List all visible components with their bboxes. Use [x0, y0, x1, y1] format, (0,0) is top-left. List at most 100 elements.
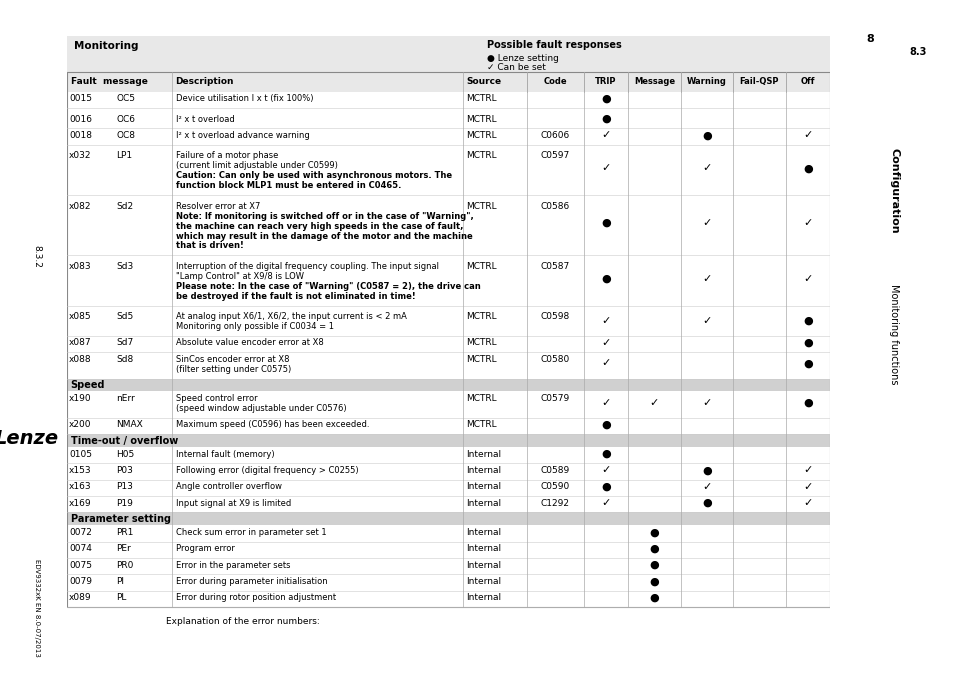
Text: Internal: Internal: [466, 482, 501, 491]
Text: x200: x200: [69, 421, 91, 429]
Bar: [67, 259, 829, 306]
Text: C0579: C0579: [540, 394, 569, 403]
Text: C0597: C0597: [540, 151, 569, 161]
Text: Failure of a motor phase: Failure of a motor phase: [175, 151, 277, 161]
Text: ✓: ✓: [600, 316, 610, 326]
Text: ✓: ✓: [600, 358, 610, 369]
Text: C1292: C1292: [540, 499, 569, 508]
Text: ✓: ✓: [701, 274, 711, 284]
Text: ●: ●: [701, 130, 711, 140]
Text: Fault  message: Fault message: [71, 78, 148, 86]
Text: 0074: 0074: [69, 544, 91, 554]
Bar: [67, 558, 829, 574]
Text: x085: x085: [69, 313, 91, 321]
Text: MCTRL: MCTRL: [466, 338, 497, 348]
Text: Device utilisation I x t (fix 100%): Device utilisation I x t (fix 100%): [175, 95, 313, 103]
Text: ●: ●: [649, 527, 659, 537]
Text: Following error (digital frequency > C0255): Following error (digital frequency > C02…: [175, 466, 357, 475]
Bar: [67, 310, 829, 336]
Text: Input signal at X9 is limited: Input signal at X9 is limited: [175, 499, 291, 508]
Text: MCTRL: MCTRL: [466, 262, 497, 271]
Text: 0079: 0079: [69, 577, 92, 586]
Text: Resolver error at X7: Resolver error at X7: [175, 202, 259, 211]
Text: ●: ●: [600, 218, 610, 227]
Text: 8.3.2: 8.3.2: [32, 245, 41, 268]
Text: ✓: ✓: [600, 398, 610, 408]
Bar: [67, 480, 829, 496]
Text: P03: P03: [116, 466, 133, 475]
Text: SinCos encoder error at X8: SinCos encoder error at X8: [175, 355, 289, 364]
Text: P13: P13: [116, 482, 133, 491]
Text: x032: x032: [69, 151, 91, 161]
Text: PI: PI: [116, 577, 124, 586]
Text: (current limit adjustable under C0599): (current limit adjustable under C0599): [175, 161, 337, 170]
Text: Speed: Speed: [71, 380, 105, 390]
Text: x087: x087: [69, 338, 91, 348]
Text: OC6: OC6: [116, 115, 135, 124]
Text: Possible fault responses: Possible fault responses: [486, 40, 620, 51]
Text: EDV9332xK EN 8.0-07/2013: EDV9332xK EN 8.0-07/2013: [33, 559, 40, 656]
Text: Parameter setting: Parameter setting: [71, 514, 171, 524]
Bar: [67, 574, 829, 591]
Text: x089: x089: [69, 593, 91, 602]
Text: Lenze: Lenze: [0, 429, 59, 448]
Text: ●: ●: [600, 114, 610, 124]
Text: x088: x088: [69, 355, 91, 364]
Text: 0072: 0072: [69, 528, 91, 537]
Text: Message: Message: [633, 78, 674, 86]
Text: H05: H05: [116, 450, 134, 458]
Bar: [67, 525, 829, 542]
Text: ✓: ✓: [701, 482, 711, 491]
Text: "Lamp Control" at X9/8 is LOW: "Lamp Control" at X9/8 is LOW: [175, 272, 303, 281]
Text: TRIP: TRIP: [595, 78, 616, 86]
Text: NMAX: NMAX: [116, 421, 143, 429]
Text: 0075: 0075: [69, 561, 92, 570]
Text: ●: ●: [600, 449, 610, 459]
Text: ✓: ✓: [649, 398, 659, 408]
Text: C0598: C0598: [540, 313, 569, 321]
Text: Sd2: Sd2: [116, 202, 133, 211]
Bar: [67, 379, 829, 391]
Text: MCTRL: MCTRL: [466, 421, 497, 429]
Bar: [67, 128, 829, 145]
Text: ✓: ✓: [600, 130, 610, 140]
Text: Fail-QSP: Fail-QSP: [739, 78, 779, 86]
Text: Configuration: Configuration: [888, 148, 899, 234]
Text: MCTRL: MCTRL: [466, 394, 497, 403]
Text: MCTRL: MCTRL: [466, 131, 497, 140]
Bar: [67, 195, 829, 199]
Text: Absolute value encoder error at X8: Absolute value encoder error at X8: [175, 338, 323, 348]
Text: Explanation of the error numbers:: Explanation of the error numbers:: [166, 617, 319, 626]
Text: (speed window adjustable under C0576): (speed window adjustable under C0576): [175, 404, 346, 413]
Bar: [67, 418, 829, 434]
Text: ✓: ✓: [802, 130, 812, 140]
Text: MCTRL: MCTRL: [466, 151, 497, 161]
Bar: [67, 463, 829, 480]
Text: ●: ●: [600, 94, 610, 103]
Text: Internal: Internal: [466, 577, 501, 586]
Bar: [67, 199, 829, 255]
Text: Internal: Internal: [466, 593, 501, 602]
Bar: [67, 149, 829, 195]
Text: ● Lenze setting: ● Lenze setting: [486, 53, 558, 63]
Text: (filter setting under C0575): (filter setting under C0575): [175, 364, 291, 374]
Text: the machine can reach very high speeds in the case of fault,: the machine can reach very high speeds i…: [175, 221, 462, 231]
Bar: [67, 108, 829, 112]
Bar: [67, 36, 829, 72]
Bar: [67, 542, 829, 558]
Text: 0015: 0015: [69, 95, 92, 103]
Text: MCTRL: MCTRL: [466, 313, 497, 321]
Text: Maximum speed (C0596) has been exceeded.: Maximum speed (C0596) has been exceeded.: [175, 421, 369, 429]
Text: be destroyed if the fault is not eliminated in time!: be destroyed if the fault is not elimina…: [175, 292, 415, 301]
Text: ●: ●: [701, 498, 711, 508]
Text: Code: Code: [543, 78, 567, 86]
Bar: [67, 72, 829, 608]
Bar: [67, 306, 829, 310]
Bar: [67, 112, 829, 128]
Text: P19: P19: [116, 499, 133, 508]
Text: OC5: OC5: [116, 95, 135, 103]
Text: ✓: ✓: [802, 482, 812, 491]
Text: Monitoring only possible if C0034 = 1: Monitoring only possible if C0034 = 1: [175, 322, 334, 331]
Text: ●: ●: [802, 316, 812, 326]
Text: MCTRL: MCTRL: [466, 355, 497, 364]
